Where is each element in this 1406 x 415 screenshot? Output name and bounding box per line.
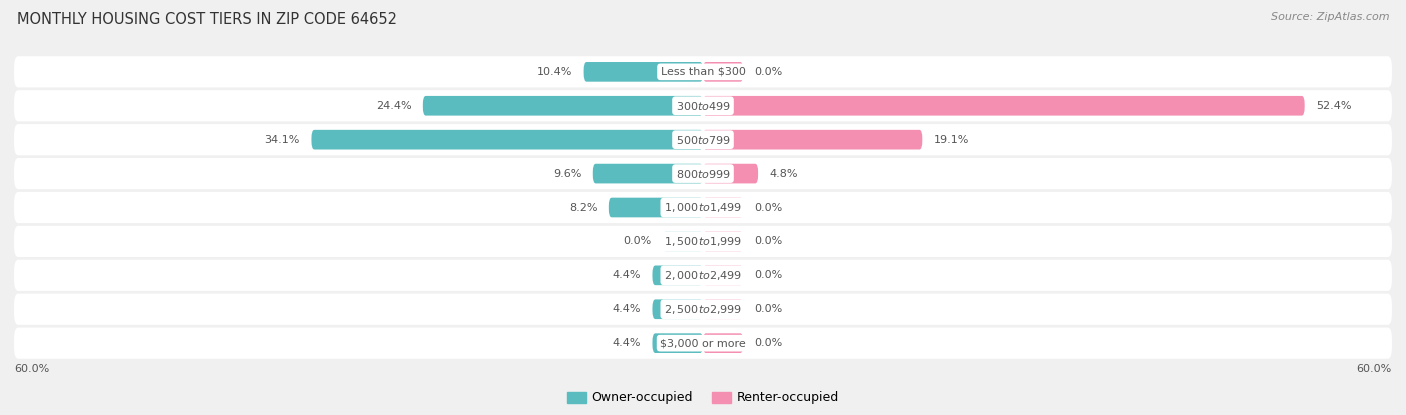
- Text: 0.0%: 0.0%: [755, 67, 783, 77]
- Text: $2,500 to $2,999: $2,500 to $2,999: [664, 303, 742, 316]
- FancyBboxPatch shape: [609, 198, 703, 217]
- Text: 4.4%: 4.4%: [613, 338, 641, 348]
- FancyBboxPatch shape: [14, 294, 1392, 325]
- Text: 9.6%: 9.6%: [553, 168, 581, 178]
- FancyBboxPatch shape: [652, 266, 703, 285]
- FancyBboxPatch shape: [312, 130, 703, 149]
- FancyBboxPatch shape: [662, 232, 703, 251]
- FancyBboxPatch shape: [703, 62, 744, 82]
- Text: $3,000 or more: $3,000 or more: [661, 338, 745, 348]
- FancyBboxPatch shape: [583, 62, 703, 82]
- Text: 8.2%: 8.2%: [569, 203, 598, 212]
- FancyBboxPatch shape: [703, 130, 922, 149]
- Text: $800 to $999: $800 to $999: [675, 168, 731, 180]
- Text: $500 to $799: $500 to $799: [675, 134, 731, 146]
- Text: 34.1%: 34.1%: [264, 135, 299, 145]
- FancyBboxPatch shape: [703, 164, 758, 183]
- Text: 60.0%: 60.0%: [1357, 364, 1392, 374]
- FancyBboxPatch shape: [652, 299, 703, 319]
- Text: $1,500 to $1,999: $1,500 to $1,999: [664, 235, 742, 248]
- Text: $2,000 to $2,499: $2,000 to $2,499: [664, 269, 742, 282]
- FancyBboxPatch shape: [703, 232, 744, 251]
- Text: 60.0%: 60.0%: [14, 364, 49, 374]
- Text: 10.4%: 10.4%: [537, 67, 572, 77]
- Text: MONTHLY HOUSING COST TIERS IN ZIP CODE 64652: MONTHLY HOUSING COST TIERS IN ZIP CODE 6…: [17, 12, 396, 27]
- Legend: Owner-occupied, Renter-occupied: Owner-occupied, Renter-occupied: [562, 386, 844, 410]
- FancyBboxPatch shape: [14, 124, 1392, 155]
- FancyBboxPatch shape: [14, 158, 1392, 189]
- FancyBboxPatch shape: [703, 96, 1305, 116]
- FancyBboxPatch shape: [14, 90, 1392, 121]
- FancyBboxPatch shape: [703, 266, 744, 285]
- FancyBboxPatch shape: [14, 56, 1392, 88]
- Text: 4.4%: 4.4%: [613, 304, 641, 314]
- FancyBboxPatch shape: [14, 260, 1392, 291]
- Text: 0.0%: 0.0%: [755, 338, 783, 348]
- FancyBboxPatch shape: [703, 198, 744, 217]
- Text: 0.0%: 0.0%: [755, 203, 783, 212]
- Text: 4.4%: 4.4%: [613, 270, 641, 280]
- Text: 24.4%: 24.4%: [375, 101, 412, 111]
- Text: 4.8%: 4.8%: [769, 168, 799, 178]
- FancyBboxPatch shape: [423, 96, 703, 116]
- Text: 0.0%: 0.0%: [755, 304, 783, 314]
- FancyBboxPatch shape: [703, 299, 744, 319]
- FancyBboxPatch shape: [14, 327, 1392, 359]
- Text: Source: ZipAtlas.com: Source: ZipAtlas.com: [1271, 12, 1389, 22]
- Text: 0.0%: 0.0%: [755, 237, 783, 247]
- Text: 52.4%: 52.4%: [1316, 101, 1351, 111]
- FancyBboxPatch shape: [652, 333, 703, 353]
- Text: 0.0%: 0.0%: [755, 270, 783, 280]
- FancyBboxPatch shape: [703, 333, 744, 353]
- Text: $300 to $499: $300 to $499: [675, 100, 731, 112]
- Text: 0.0%: 0.0%: [623, 237, 651, 247]
- Text: $1,000 to $1,499: $1,000 to $1,499: [664, 201, 742, 214]
- Text: 19.1%: 19.1%: [934, 135, 969, 145]
- FancyBboxPatch shape: [593, 164, 703, 183]
- FancyBboxPatch shape: [14, 192, 1392, 223]
- Text: Less than $300: Less than $300: [661, 67, 745, 77]
- FancyBboxPatch shape: [14, 226, 1392, 257]
